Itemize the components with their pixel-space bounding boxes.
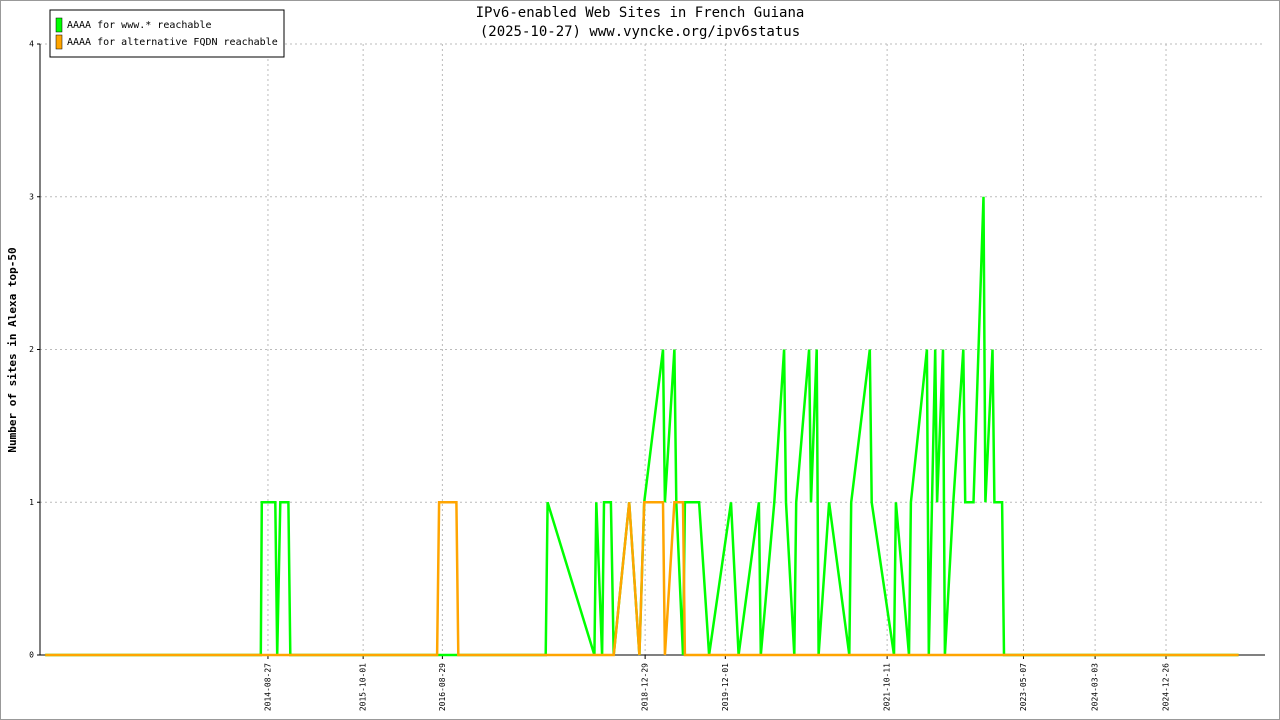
legend-box — [49, 9, 285, 58]
x-tick-label: 2024-03-03 — [1091, 663, 1100, 711]
legend-swatch — [55, 34, 63, 50]
legend-label: AAAA for www.* reachable — [67, 20, 212, 31]
x-tick-label: 2024-12-26 — [1162, 663, 1171, 711]
y-tick-label: 0 — [29, 651, 34, 660]
legend-label: AAAA for alternative FQDN reachable — [67, 37, 278, 48]
x-tick-label: 2023-05-07 — [1019, 663, 1028, 711]
y-tick-label: 1 — [29, 498, 34, 507]
x-tick-label: 2015-10-01 — [359, 663, 368, 711]
series-line — [45, 501, 1239, 657]
x-tick-label: 2018-12-29 — [641, 663, 650, 711]
y-tick-label: 2 — [29, 345, 34, 354]
y-tick-label: 4 — [29, 40, 34, 49]
chart-subtitle: (2025-10-27) www.vyncke.org/ipv6status — [480, 24, 800, 40]
legend-swatch — [55, 17, 63, 33]
y-axis-label: Number of sites in Alexa top-50 — [6, 247, 19, 452]
x-tick-label: 2021-10-11 — [883, 663, 892, 711]
y-tick-label: 3 — [29, 192, 34, 201]
x-tick-label: 2016-08-29 — [438, 663, 447, 711]
x-tick-label: 2019-12-01 — [721, 663, 730, 711]
x-tick-label: 2014-08-27 — [263, 663, 272, 711]
chart-title: IPv6-enabled Web Sites in French Guiana — [476, 5, 805, 21]
